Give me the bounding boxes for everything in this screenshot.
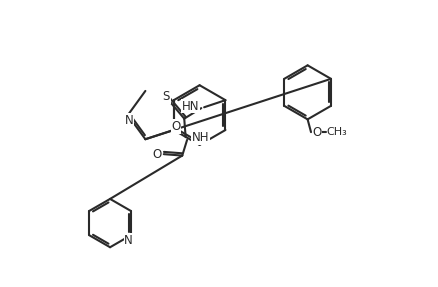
Text: NH: NH: [191, 131, 209, 144]
Text: N: N: [124, 114, 133, 127]
Text: N: N: [124, 234, 133, 247]
Text: HN: HN: [181, 100, 198, 113]
Text: S: S: [162, 90, 170, 103]
Text: O: O: [312, 126, 321, 139]
Text: O: O: [171, 120, 180, 133]
Text: O: O: [152, 148, 161, 161]
Text: CH₃: CH₃: [325, 127, 346, 137]
